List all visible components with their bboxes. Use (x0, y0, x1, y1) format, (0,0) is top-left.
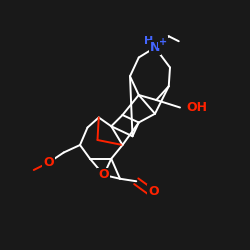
Text: O: O (148, 185, 159, 198)
Text: OH: OH (186, 101, 207, 114)
Text: N: N (150, 41, 160, 54)
Text: O: O (98, 168, 109, 181)
Text: O: O (44, 156, 54, 169)
Text: H: H (144, 36, 154, 46)
Text: +: + (159, 37, 167, 47)
